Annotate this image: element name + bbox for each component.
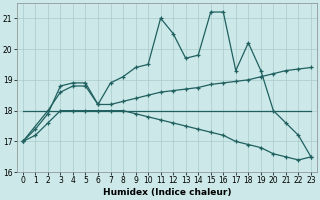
X-axis label: Humidex (Indice chaleur): Humidex (Indice chaleur) [103,188,231,197]
